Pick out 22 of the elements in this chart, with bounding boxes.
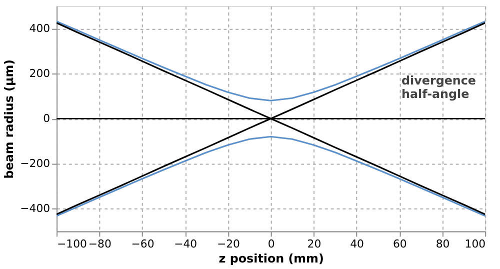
x-axis-title: z position (mm): [218, 251, 324, 266]
y-tick-label: 0: [43, 112, 50, 126]
x-tick-label: 0: [268, 238, 275, 251]
y-tick-label: 200: [29, 67, 50, 80]
x-tick-label: −20: [216, 238, 240, 251]
x-tick-label: −80: [88, 238, 112, 251]
y-tick-label: −400: [20, 202, 50, 216]
y-tick-label: −200: [20, 157, 50, 170]
x-tick-label: −40: [174, 238, 198, 251]
line-series: [56, 22, 486, 216]
x-tick-label: 60: [392, 238, 407, 251]
x-tick-label: −100: [57, 238, 88, 251]
x-tick-label: 80: [436, 238, 450, 251]
x-tick-label: 20: [307, 238, 322, 251]
x-tick-label: −60: [131, 238, 154, 251]
y-axis-title: beam radius (µm): [2, 59, 16, 179]
line-series: [56, 136, 486, 217]
y-tick-label: 400: [29, 22, 50, 36]
annotation: divergence half-angle: [402, 73, 476, 102]
line-series: [56, 20, 486, 102]
x-tick-label: 100: [464, 238, 486, 251]
x-tick-label: 40: [350, 238, 364, 251]
